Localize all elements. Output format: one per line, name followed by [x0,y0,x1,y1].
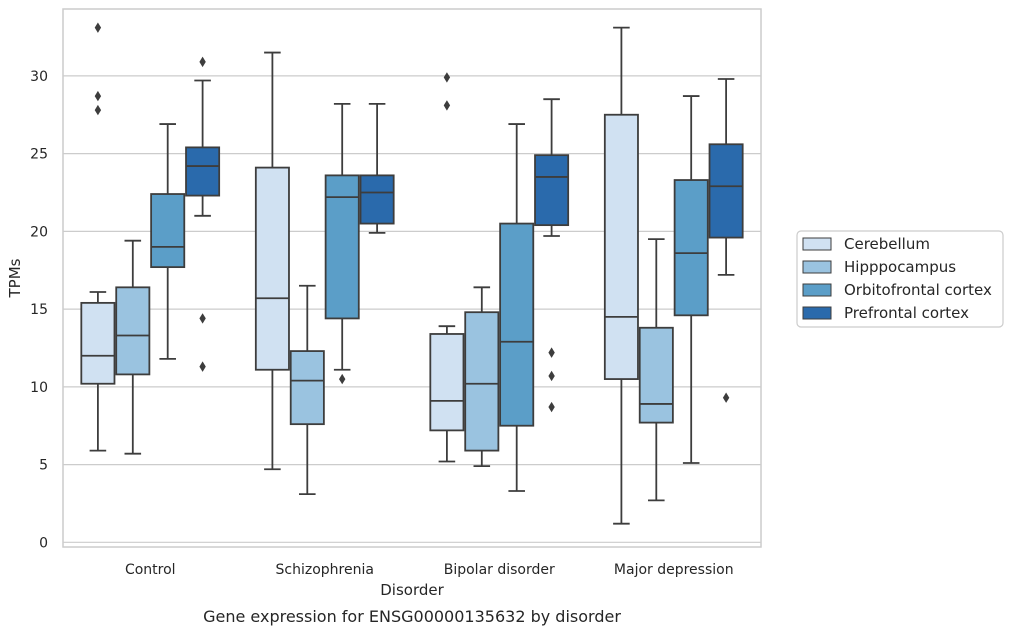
series-hipppocampus [115,238,674,502]
box-body [80,301,116,385]
box-body [464,311,500,452]
outlier-point [199,361,206,372]
legend-label: Hipppocampus [844,258,956,276]
outlier-point [199,313,206,324]
box [534,98,570,413]
legend-label: Cerebellum [844,235,930,253]
box [80,291,116,452]
x-axis-title: Disorder [380,581,444,599]
box [673,95,709,464]
series-cerebellum [80,26,639,525]
box [499,123,535,492]
legend-swatch [802,306,832,320]
outlier-group [94,22,102,116]
box [115,239,151,455]
legend-swatch [802,237,832,251]
y-axis-title: TPMs [6,258,24,298]
box-body [185,146,221,197]
box [359,102,395,234]
outlier-group [443,72,451,111]
y-tick-label: 25 [30,147,48,163]
outlier-point [548,401,555,413]
x-tick-labels: Control Schizophrenia Bipolar disorder Majo… [125,562,734,578]
y-tick-label: 10 [30,380,48,396]
box [289,284,325,496]
box [603,26,639,525]
x-tick-label: Schizophrenia [276,562,374,578]
outlier-point [722,392,730,403]
outlier-point [339,373,346,385]
series-prefrontal-cortex [185,56,744,413]
y-tick-label: 15 [30,302,48,318]
box [254,51,290,471]
box-body [150,193,186,269]
outlier-point [443,100,451,111]
box-body [673,179,709,317]
box [708,78,744,403]
legend-frame [796,230,1004,328]
x-tick-label: Major depression [614,562,734,578]
box [150,123,186,360]
legend-label: Orbitofrontal cortex [844,281,992,299]
box-body [359,174,395,225]
box-body [603,113,639,380]
x-tick-label: Control [125,562,176,578]
y-tick-label: 0 [39,535,48,551]
y-tick-label: 5 [39,458,48,474]
legend: Cerebellum Hipppocampus Orbitofrontal cort… [796,230,1004,328]
box-body [289,350,325,426]
y-tick-label: 20 [30,224,48,240]
box [638,238,674,502]
x-tick-label: Bipolar disorder [444,562,555,578]
series-orbitofrontal-cortex [150,95,709,492]
box [464,286,500,468]
legend-label: Prefrontal cortex [844,304,969,322]
box-body [254,166,290,371]
box-body [429,333,465,432]
y-tick-label: 30 [30,69,48,85]
y-tick-labels: 0 5 10 15 20 25 30 [30,69,48,551]
box-body [324,174,360,320]
legend-swatch [802,260,832,274]
outlier-point [94,22,102,33]
box [185,56,221,372]
box-body [499,222,535,427]
box-body [115,286,151,376]
outlier-point [199,56,206,68]
chart-caption: Gene expression for ENSG00000135632 by d… [203,607,621,626]
outlier-point [94,104,102,116]
box-body [638,326,674,424]
plot-frame [62,8,762,548]
outlier-point [548,370,555,382]
outlier-point [94,90,102,102]
box-body [708,143,744,239]
box [324,102,360,385]
box-body [534,154,570,227]
outlier-point [548,347,555,358]
box-series [80,22,744,525]
outlier-point [443,72,451,83]
box [429,325,465,463]
legend-swatch [802,283,832,297]
